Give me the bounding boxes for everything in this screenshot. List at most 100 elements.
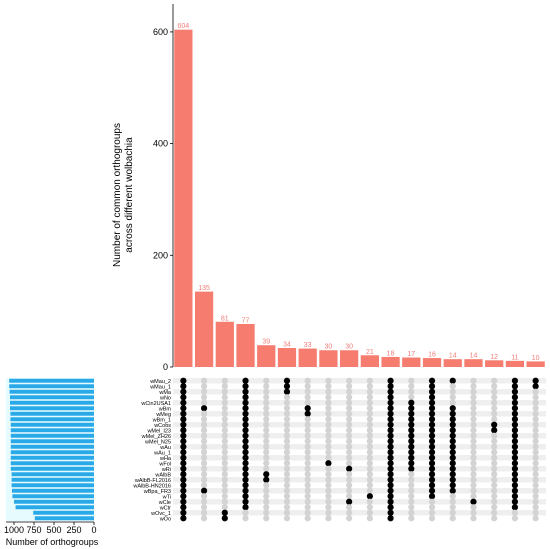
- matrix-dot-active: [428, 482, 436, 489]
- matrix-dot-inactive: [325, 394, 332, 401]
- matrix-dot-active: [263, 476, 270, 483]
- matrix-dot-active: [470, 498, 477, 505]
- matrix-dot-active: [408, 465, 415, 472]
- matrix-dot-inactive: [408, 509, 415, 516]
- set-tick-label: 750: [26, 525, 41, 535]
- matrix-dot-inactive: [491, 405, 498, 412]
- intersection-bar: [277, 348, 297, 367]
- matrix-dot-inactive: [242, 509, 249, 516]
- matrix-dot-inactive: [366, 432, 373, 439]
- matrix-dot-inactive: [346, 399, 353, 406]
- matrix-dot-active: [449, 410, 456, 417]
- matrix-dot-active: [387, 476, 394, 483]
- matrix-dot-active: [325, 460, 332, 467]
- matrix-dot-inactive: [325, 465, 332, 472]
- matrix-dot-inactive: [200, 443, 208, 450]
- matrix-dot-inactive: [470, 388, 477, 395]
- matrix-dot-inactive: [366, 443, 373, 450]
- matrix-stripe: [173, 433, 546, 439]
- matrix-dot-active: [180, 405, 187, 412]
- matrix-dot-inactive: [263, 432, 270, 439]
- intersection-bar: [422, 358, 442, 367]
- matrix-dot-active: [511, 388, 519, 395]
- matrix-dot-inactive: [221, 410, 228, 417]
- matrix-dot-active: [180, 443, 187, 450]
- matrix-dot-inactive: [304, 377, 311, 384]
- matrix-dot-inactive: [408, 487, 415, 494]
- matrix-dot-active: [387, 454, 394, 461]
- set-tick-label: 250: [66, 525, 81, 535]
- matrix-dot-inactive: [449, 394, 456, 401]
- matrix-dot-inactive: [200, 482, 208, 489]
- matrix-dot-inactive: [491, 443, 498, 450]
- matrix-dot-inactive: [263, 509, 270, 516]
- matrix-dot-active: [242, 416, 249, 423]
- matrix-dot-inactive: [221, 377, 228, 384]
- matrix-dot-inactive: [346, 432, 353, 439]
- matrix-dot-active: [511, 487, 519, 494]
- matrix-dot-active: [511, 498, 519, 505]
- matrix-dot-inactive: [491, 388, 498, 395]
- matrix-dot-active: [428, 421, 436, 428]
- matrix-dot-inactive: [428, 504, 436, 511]
- matrix-dot-inactive: [366, 427, 373, 434]
- y-tick-label: 600: [153, 27, 168, 37]
- matrix-dot-active: [387, 383, 394, 390]
- matrix-stripe: [173, 400, 546, 406]
- matrix-dot-active: [511, 465, 519, 472]
- matrix-dot-active: [511, 427, 519, 434]
- matrix-dot-active: [242, 476, 249, 483]
- matrix-dot-active: [408, 432, 415, 439]
- set-size-axis-title: Number of orthogroups: [6, 537, 99, 547]
- matrix-dot-inactive: [366, 383, 373, 390]
- bar-value-label: 16: [428, 352, 436, 359]
- matrix-dot-inactive: [304, 438, 311, 445]
- matrix-dot-inactive: [221, 383, 228, 390]
- matrix-dot-inactive: [346, 509, 353, 516]
- matrix-dot-inactive: [263, 377, 270, 384]
- matrix-dot-inactive: [221, 487, 228, 494]
- matrix-dot-active: [242, 498, 249, 505]
- matrix-dot-inactive: [200, 465, 208, 472]
- set-size-bar: [12, 494, 94, 499]
- matrix-dot-inactive: [283, 399, 291, 406]
- matrix-dot-active: [387, 498, 394, 505]
- matrix-dot-active: [242, 454, 249, 461]
- matrix-dot-inactive: [491, 416, 498, 423]
- matrix-dot-active: [242, 482, 249, 489]
- intersection-bar: [257, 345, 276, 367]
- set-size-bar: [9, 384, 95, 389]
- matrix-dot-inactive: [346, 482, 353, 489]
- bar-value-label: 12: [490, 354, 498, 361]
- matrix-dot-inactive: [470, 487, 477, 494]
- intersection-matrix: [180, 377, 539, 522]
- matrix-dot-inactive: [221, 432, 228, 439]
- matrix-dot-inactive: [366, 482, 373, 489]
- matrix-dot-inactive: [470, 399, 477, 406]
- matrix-dot-inactive: [491, 476, 498, 483]
- matrix-dot-inactive: [532, 416, 539, 423]
- matrix-stripe: [173, 455, 546, 461]
- matrix-dot-inactive: [449, 493, 456, 500]
- matrix-dot-inactive: [221, 405, 228, 412]
- matrix-dot-inactive: [325, 476, 332, 483]
- set-label: wTi: [162, 494, 171, 500]
- matrix-dot-active: [511, 394, 519, 401]
- matrix-dot-inactive: [263, 482, 270, 489]
- matrix-dot-inactive: [346, 416, 353, 423]
- matrix-dot-inactive: [304, 465, 311, 472]
- matrix-dot-inactive: [325, 454, 332, 461]
- set-label: wAlbB-FL2016: [134, 478, 171, 484]
- matrix-dot-inactive: [366, 405, 373, 412]
- matrix-dot-inactive: [200, 394, 208, 401]
- matrix-dot-inactive: [366, 377, 373, 384]
- matrix-dot-inactive: [304, 432, 311, 439]
- matrix-dot-inactive: [221, 498, 228, 505]
- matrix-dot-inactive: [304, 388, 311, 395]
- matrix-dot-active: [511, 421, 519, 428]
- matrix-dot-active: [408, 416, 415, 423]
- matrix-dot-inactive: [366, 465, 373, 472]
- matrix-stripes: [173, 378, 546, 516]
- y-axis-title-line-1: Number of common orthogroups: [112, 123, 123, 267]
- intersection-bar: [485, 360, 504, 367]
